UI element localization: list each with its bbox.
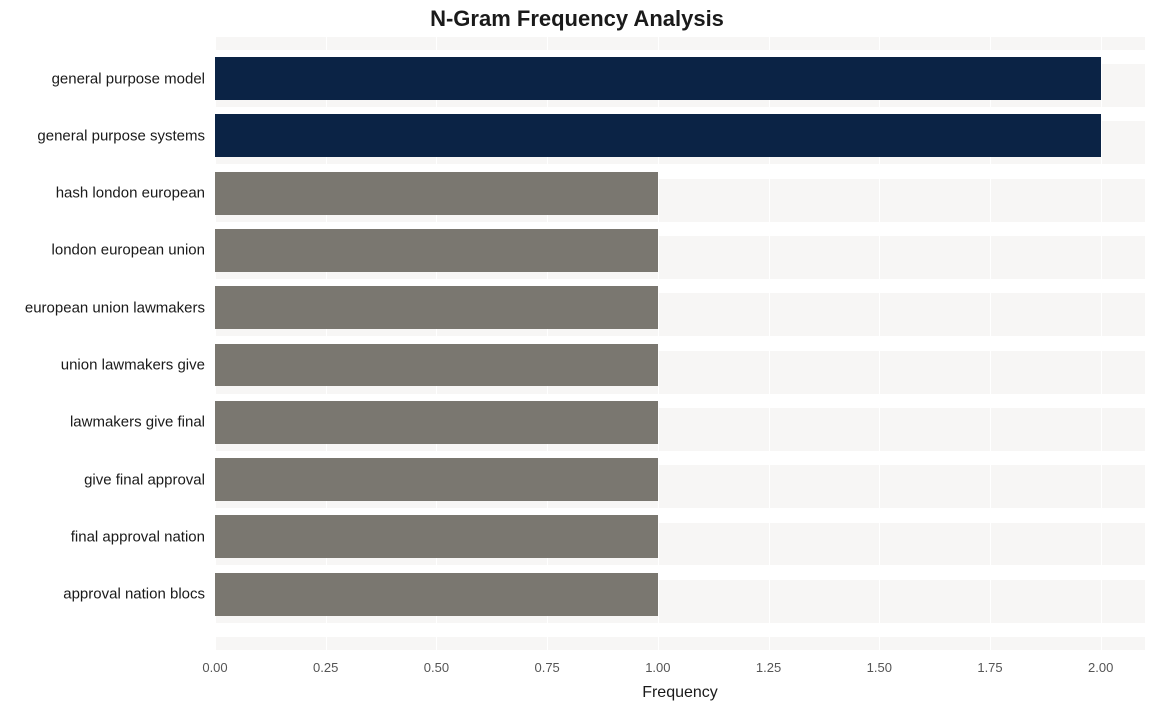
x-tick-label: 0.75 [534,650,559,675]
y-tick-label: lawmakers give final [70,414,215,431]
bar [215,573,658,616]
y-tick-label: general purpose model [52,70,215,87]
bar [215,515,658,558]
chart-title: N-Gram Frequency Analysis [0,6,1154,32]
bar [215,344,658,387]
y-tick-label: general purpose systems [37,127,215,144]
bar [215,57,1101,100]
y-tick-label: final approval nation [71,528,215,545]
x-tick-label: 1.00 [645,650,670,675]
x-axis-title: Frequency [215,650,1145,702]
y-tick-label: hash london european [56,185,215,202]
y-tick-label: approval nation blocs [63,586,215,603]
y-tick-label: european union lawmakers [25,299,215,316]
bar [215,114,1101,157]
plot-area: Frequency 0.000.250.500.751.001.251.501.… [215,37,1145,650]
row-separator [215,623,1145,637]
x-tick-label: 1.50 [867,650,892,675]
bar [215,458,658,501]
x-tick-label: 2.00 [1088,650,1113,675]
y-tick-label: london european union [52,242,215,259]
x-tick-label: 0.50 [424,650,449,675]
bar [215,401,658,444]
x-tick-label: 1.25 [756,650,781,675]
x-tick-label: 0.25 [313,650,338,675]
bar [215,286,658,329]
bar [215,172,658,215]
bar [215,229,658,272]
x-tick-label: 0.00 [202,650,227,675]
x-tick-label: 1.75 [977,650,1002,675]
y-tick-label: union lawmakers give [61,356,215,373]
y-tick-label: give final approval [84,471,215,488]
